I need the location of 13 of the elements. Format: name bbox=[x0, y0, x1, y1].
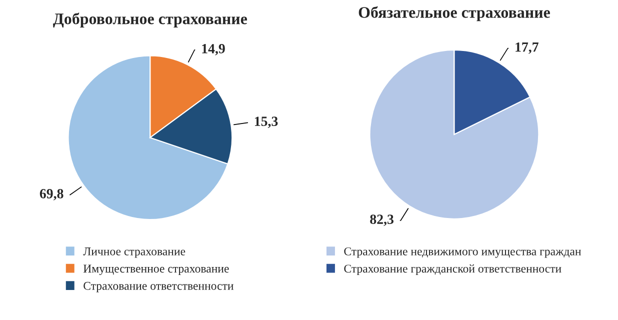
pie-slice bbox=[68, 55, 228, 220]
legend-label: Страхование ответственности bbox=[84, 282, 234, 292]
chart-title: Добровольное страхование bbox=[53, 12, 247, 28]
chart-title: Обязательное страхование bbox=[358, 6, 550, 22]
legend-label: Страхование гражданской ответственности bbox=[344, 264, 562, 276]
data-label: 14,9 bbox=[202, 44, 225, 56]
legend-label: Страхование недвижимого имущества граждан bbox=[344, 247, 581, 258]
data-label: 69,8 bbox=[40, 188, 64, 200]
data-label: 17,7 bbox=[516, 42, 538, 54]
legend-label: Личное страхование bbox=[83, 248, 186, 258]
data-label: 82,3 bbox=[370, 214, 394, 226]
legend-label: Имущественное страхование bbox=[83, 264, 229, 276]
data-label: 15,3 bbox=[254, 116, 278, 128]
